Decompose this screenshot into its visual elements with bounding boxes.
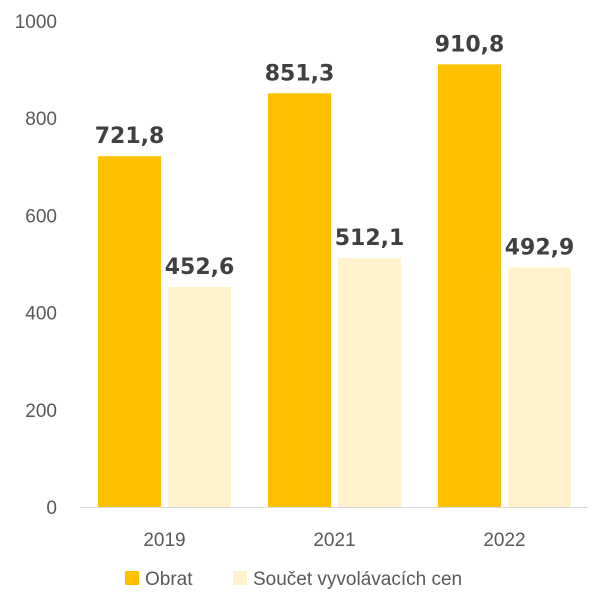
bar-soucet-2022	[508, 267, 571, 507]
y-tick-label: 400	[25, 304, 57, 325]
x-tick-label: 2021	[313, 530, 355, 551]
legend-swatch	[125, 571, 139, 585]
data-label: 492,9	[505, 235, 575, 260]
data-labels: 721,8 452,6 851,3 512,1 910,8 492,9	[95, 32, 575, 280]
y-tick-label: 1000	[15, 12, 57, 33]
x-tick-label: 2022	[483, 530, 525, 551]
data-label: 721,8	[95, 124, 165, 149]
bar-obrat-2021	[268, 93, 331, 508]
bar-soucet-2021	[338, 258, 401, 507]
y-axis: 0 200 400 600 800 1000	[15, 12, 57, 519]
x-axis: 2019 2021 2022	[80, 507, 588, 551]
y-tick-label: 200	[25, 401, 57, 422]
legend: Obrat Součet vyvolávacích cen	[125, 569, 462, 590]
y-tick-label: 800	[25, 109, 57, 130]
legend-label: Obrat	[145, 569, 193, 590]
data-label: 452,6	[165, 255, 235, 280]
legend-label: Součet vyvolávacích cen	[253, 569, 462, 590]
bar-obrat-2022	[438, 64, 501, 507]
bars	[98, 64, 571, 508]
x-tick-label: 2019	[143, 530, 185, 551]
y-tick-label: 0	[46, 498, 57, 519]
data-label: 512,1	[335, 226, 405, 251]
bar-obrat-2019	[98, 156, 161, 507]
bar-soucet-2019	[168, 287, 231, 507]
y-tick-label: 600	[25, 206, 57, 227]
legend-swatch	[233, 571, 247, 585]
data-label: 910,8	[435, 32, 505, 57]
data-label: 851,3	[265, 61, 335, 86]
